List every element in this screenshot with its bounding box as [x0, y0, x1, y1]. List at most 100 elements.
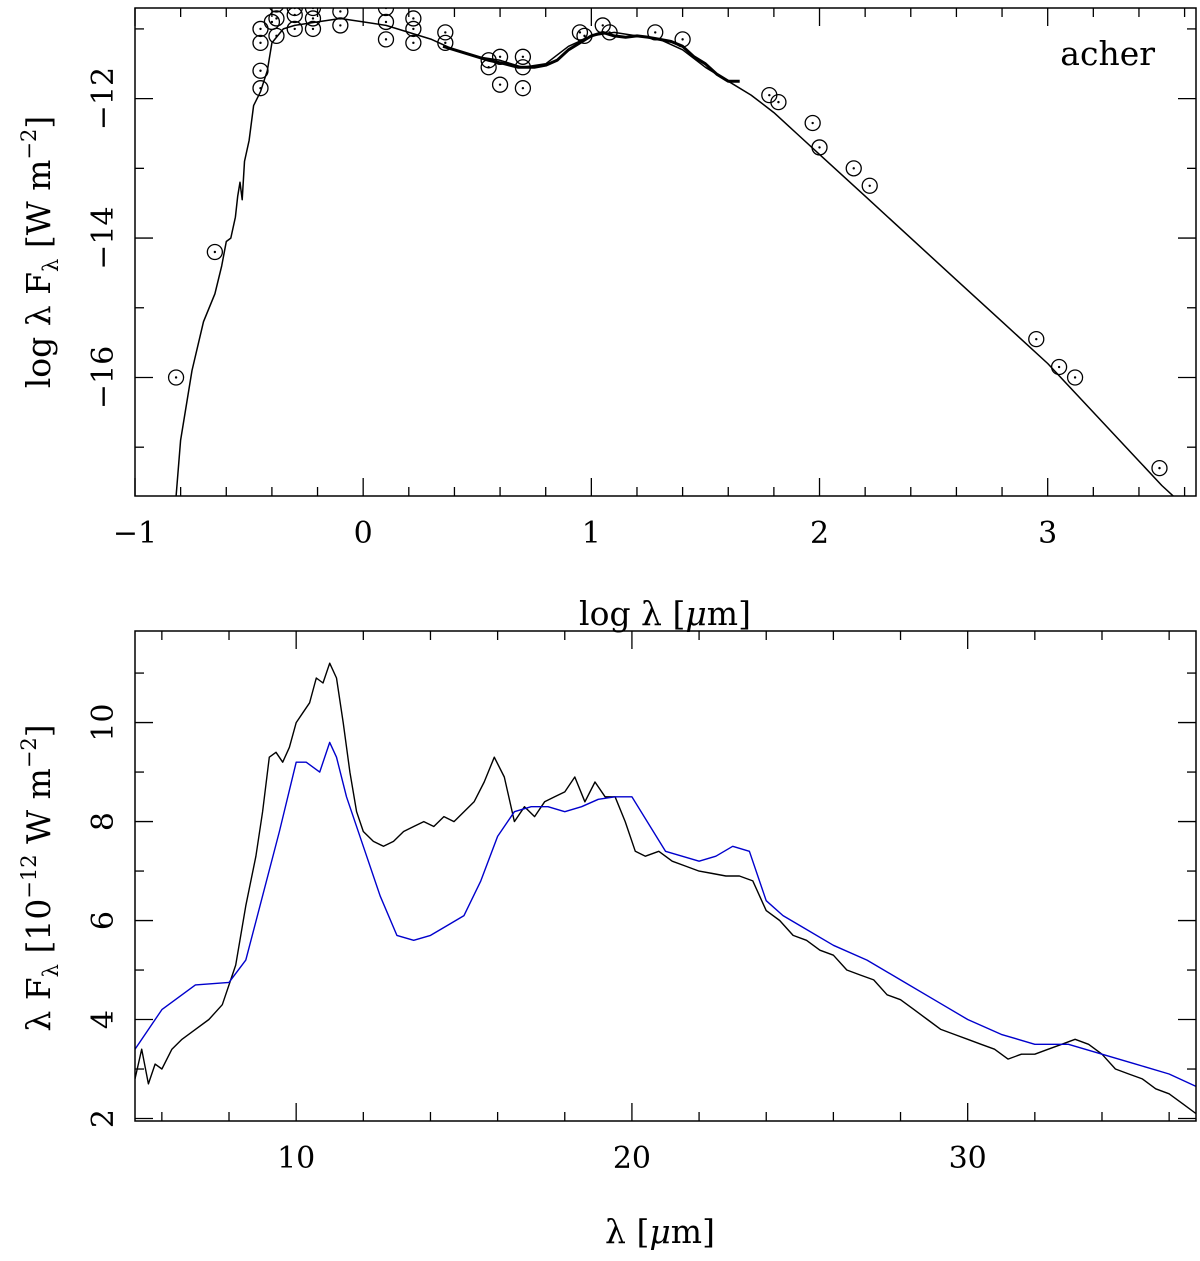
photometry-point — [514, 80, 532, 97]
photometry-point — [405, 34, 422, 52]
photometry-point — [252, 20, 269, 38]
photometry-marker — [514, 48, 532, 65]
photometry-point — [206, 243, 224, 261]
photometry-marker — [576, 27, 593, 45]
photometry-point — [674, 31, 691, 48]
y-tick-label: −12 — [86, 67, 121, 130]
photometry-marker — [804, 114, 821, 132]
photometry-point — [332, 17, 349, 34]
photometry-center-dot — [1073, 376, 1077, 379]
photometry-center-dot — [444, 41, 447, 45]
photometry-marker — [1050, 358, 1068, 376]
photometry-points-layer — [167, 0, 1168, 477]
photometry-marker — [332, 8, 349, 20]
photometry-point — [576, 27, 593, 45]
photometry-marker — [268, 27, 285, 45]
photometry-point — [1028, 330, 1045, 348]
photometry-marker — [571, 24, 589, 41]
bottom-plot-frame — [134, 630, 1197, 1122]
photometry-marker — [268, 10, 285, 27]
photometry-marker — [287, 0, 302, 5]
photometry-center-dot — [339, 10, 342, 13]
top-lines-layer — [175, 17, 1175, 496]
photometry-center-dot — [275, 3, 277, 5]
x-tick-label: 0 — [354, 516, 373, 551]
photometry-center-dot — [259, 86, 262, 90]
photometry-center-dot — [852, 167, 855, 170]
photometry-marker — [269, 8, 284, 13]
x-tick-label: 10 — [277, 1141, 315, 1176]
spectrum-panel: 10 20 30 2 4 6 8 10 λ [μm] λ Fλ [10−12 W m−2] — [17, 630, 1197, 1251]
photometry-point — [811, 139, 828, 156]
photometry-point — [287, 0, 302, 5]
photometry-point — [405, 10, 422, 27]
x-tick-label: −1 — [113, 516, 157, 551]
photometry-marker — [286, 20, 303, 38]
top-x-tick-labels: −1 0 1 2 3 — [113, 516, 1057, 551]
photometry-center-dot — [311, 27, 315, 31]
photometry-point — [252, 80, 269, 97]
bottom-x-tick-labels: 10 20 30 — [277, 1141, 987, 1176]
photometry-marker — [674, 31, 691, 48]
sed-panel: acher −1 0 1 2 3 −16 −14 −12 log λ [μm] log λ … — [17, 0, 1197, 633]
bottom-ticks-layer — [135, 631, 1196, 1121]
photometry-marker — [377, 13, 395, 31]
y-tick-label: 10 — [86, 703, 121, 741]
observed-spectrum-line — [135, 662, 1196, 1115]
photometry-point — [286, 8, 303, 24]
photometry-marker — [601, 24, 618, 41]
photometry-center-dot — [412, 27, 415, 31]
photometry-center-dot — [498, 55, 502, 58]
bottom-y-tick-labels: 2 4 6 8 10 — [86, 703, 121, 1128]
photometry-point — [437, 24, 454, 41]
photometry-marker — [405, 20, 422, 38]
photometry-marker — [770, 93, 787, 111]
y-tick-label: 4 — [86, 1010, 121, 1029]
photometry-point — [268, 10, 285, 27]
photometry-marker — [304, 20, 322, 38]
photometry-marker — [377, 8, 395, 17]
photometry-center-dot — [777, 100, 780, 104]
photometry-center-dot — [259, 69, 262, 72]
photometry-point — [601, 24, 618, 41]
photometry-marker — [332, 17, 349, 34]
x-tick-label: 30 — [949, 1141, 987, 1176]
y-tick-label: −16 — [86, 346, 121, 409]
x-tick-label: 1 — [582, 516, 601, 551]
photometry-center-dot — [259, 41, 262, 45]
photometry-marker — [167, 369, 185, 386]
photometry-point — [304, 20, 322, 38]
photometry-marker — [437, 34, 454, 52]
photometry-center-dot — [487, 66, 490, 69]
photometry-center-dot — [174, 376, 178, 379]
photometry-center-dot — [868, 184, 871, 187]
photometry-marker — [286, 8, 303, 24]
photometry-center-dot — [293, 27, 296, 31]
photometry-point — [845, 160, 862, 177]
photometry-center-dot — [384, 38, 388, 41]
photometry-marker — [1028, 330, 1045, 348]
photometry-point — [770, 93, 787, 111]
photometry-marker — [514, 59, 532, 76]
model-spectrum-line — [135, 741, 1196, 1088]
photometry-center-dot — [578, 31, 582, 34]
photometry-point — [804, 114, 821, 132]
top-y-axis-label: log λ Fλ [W m−2] — [17, 116, 63, 389]
photometry-marker — [491, 76, 509, 93]
photometry-center-dot — [521, 86, 525, 90]
photometry-marker — [377, 31, 395, 48]
photometry-center-dot — [654, 31, 657, 34]
photometry-point — [377, 13, 395, 31]
photometry-marker — [480, 59, 497, 76]
photometry-center-dot — [259, 27, 262, 31]
x-tick-label: 3 — [1038, 516, 1057, 551]
photometry-point — [269, 3, 284, 13]
photometry-center-dot — [498, 83, 502, 86]
photometry-marker — [1066, 369, 1084, 386]
photometry-point — [491, 76, 509, 93]
photometry-center-dot — [583, 34, 586, 38]
bottom-x-axis-label: λ [μm] — [605, 1212, 715, 1251]
photometry-marker — [861, 177, 878, 194]
photometry-marker — [252, 34, 269, 52]
photometry-point — [647, 24, 664, 41]
